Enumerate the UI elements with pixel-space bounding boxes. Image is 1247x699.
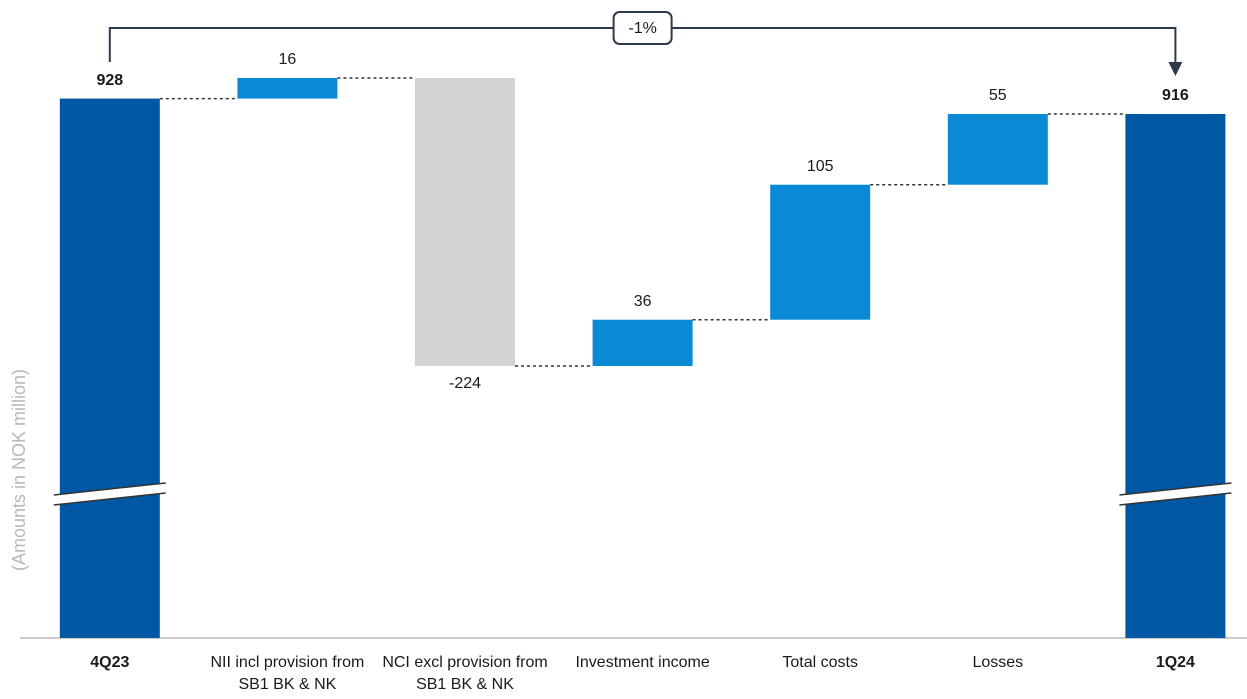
bar bbox=[59, 98, 160, 639]
data-label: 16 bbox=[279, 51, 297, 68]
x-tick-label: Losses bbox=[972, 654, 1024, 671]
axis-break bbox=[53, 483, 166, 505]
data-label: 36 bbox=[634, 293, 652, 310]
y-axis-label: (Amounts in NOK million) bbox=[9, 369, 29, 571]
arrow-head bbox=[1168, 62, 1183, 76]
bar bbox=[415, 78, 515, 366]
axis-break-line bbox=[1119, 482, 1232, 496]
x-tick-label: 1Q24 bbox=[1155, 654, 1195, 671]
x-tick-label: Total costs bbox=[782, 654, 858, 671]
annotation: -1% bbox=[628, 20, 656, 37]
data-label: -224 bbox=[449, 375, 481, 392]
data-label: 55 bbox=[989, 87, 1007, 104]
x-tick-label: 4Q23 bbox=[90, 654, 130, 671]
axis-break-line bbox=[1119, 492, 1232, 506]
data-label: 916 bbox=[1162, 87, 1189, 104]
bar bbox=[770, 184, 871, 320]
x-tick-label: NII incl provision from SB1 BK & NK bbox=[210, 654, 365, 693]
annotation-box bbox=[612, 11, 673, 45]
axis-break-line bbox=[53, 492, 166, 506]
axis-break bbox=[1119, 483, 1232, 505]
axis-break-line bbox=[53, 482, 166, 496]
bar bbox=[592, 319, 693, 366]
bar bbox=[237, 78, 338, 99]
data-label: 928 bbox=[96, 72, 123, 89]
bar bbox=[947, 114, 1048, 185]
bar bbox=[1125, 114, 1226, 638]
data-label: 105 bbox=[807, 158, 834, 175]
x-tick-label: Investment income bbox=[575, 654, 710, 671]
x-tick-label: NCI excl provision from SB1 BK & NK bbox=[382, 654, 548, 693]
